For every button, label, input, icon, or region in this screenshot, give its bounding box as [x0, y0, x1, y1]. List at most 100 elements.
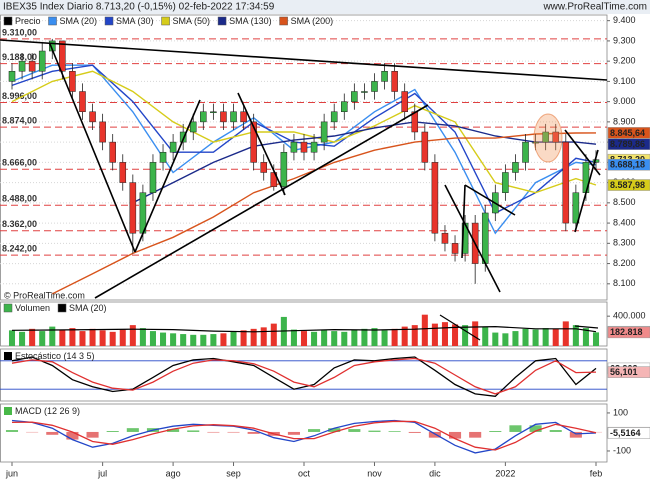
volume-bar — [582, 328, 589, 346]
histogram-bar — [569, 431, 582, 438]
volume-bar — [502, 333, 509, 346]
x-tick-label: dic — [429, 468, 441, 478]
volume-bar — [341, 331, 348, 346]
x-tick-label: 2022 — [495, 468, 515, 478]
candle-body — [371, 81, 378, 92]
volume-bar — [452, 324, 459, 346]
volume-bar — [371, 328, 378, 346]
candle-body — [381, 71, 388, 82]
level-label: 9.310,00 — [2, 27, 37, 37]
volume-bar — [250, 328, 257, 346]
candle-body — [341, 101, 348, 113]
histogram-bar — [469, 431, 482, 438]
histogram-bar — [46, 431, 59, 435]
trendline — [94, 104, 429, 299]
candle-body — [220, 111, 227, 123]
candle-body — [431, 162, 439, 234]
x-tick-label: jun — [5, 468, 18, 478]
y-tick-label: 8.500 — [613, 197, 636, 207]
volume-bar — [401, 326, 408, 346]
volume-bar — [441, 322, 448, 346]
trendline — [461, 184, 466, 259]
value-box-label: 8.789,86 — [610, 139, 645, 149]
panel-swatch — [4, 352, 12, 360]
histogram-bar — [328, 428, 341, 432]
candle-body — [260, 162, 267, 173]
legend-swatch — [3, 16, 13, 26]
volume-bar — [512, 331, 519, 346]
trendline — [464, 184, 516, 216]
value-box — [607, 326, 650, 339]
volume-bar — [139, 328, 146, 346]
candle-body — [351, 91, 358, 102]
trendline — [574, 149, 599, 233]
candle-body — [129, 182, 137, 234]
histogram-bar — [66, 431, 79, 440]
volume-bar — [109, 331, 116, 346]
value-box — [607, 127, 650, 139]
volume-bar — [311, 331, 318, 346]
trendline — [0, 39, 608, 81]
volume-bar — [462, 325, 469, 346]
candle-body — [401, 91, 408, 113]
chart-title: IBEX35 Index Diario 8.713,20 (-0,15%) 02… — [3, 2, 275, 13]
volume-bar — [522, 328, 529, 346]
x-tick-label: nov — [367, 468, 382, 478]
histogram-bar — [86, 431, 99, 438]
panel-title: Estocástico (14 3 5) — [15, 351, 95, 361]
legend-swatch — [217, 16, 227, 26]
volume-bar — [29, 328, 36, 346]
histogram-bar — [187, 430, 200, 432]
value-box-label: -5,5164 — [610, 428, 641, 438]
level-label: 8.996,00 — [2, 91, 37, 101]
y-tick-label: 100 — [613, 407, 628, 417]
legend-label: SMA (30) — [116, 16, 154, 26]
volume-bar — [331, 331, 338, 346]
candle-body — [552, 131, 559, 143]
volume-bar — [290, 329, 297, 346]
volume-bar — [200, 334, 207, 346]
volume-bar — [180, 334, 187, 346]
histogram-bar — [408, 431, 421, 433]
y-tick-label: 8.400 — [613, 217, 636, 227]
volume-bar — [230, 331, 237, 346]
trendline — [439, 314, 481, 341]
volume-bar — [160, 332, 167, 346]
legend-swatch — [57, 303, 67, 313]
trendline — [564, 129, 601, 176]
y-tick-label: 9.400 — [613, 15, 636, 25]
volume-bar — [170, 333, 177, 346]
candle-body — [391, 71, 398, 92]
candle-body — [119, 162, 127, 183]
candle-body — [200, 111, 207, 123]
candle-body — [562, 141, 570, 224]
value-box — [607, 159, 650, 171]
volume-bar — [482, 326, 489, 346]
volume-bar — [472, 321, 479, 346]
y-tick-label: 9.200 — [613, 56, 636, 66]
candle-body — [421, 131, 429, 163]
volume-bar — [411, 325, 418, 346]
volume-bar — [49, 326, 56, 346]
y-tick-label: 400.000 — [613, 311, 646, 321]
x-tick-label: jul — [97, 468, 107, 478]
histogram-bar — [428, 431, 441, 438]
macd-line — [11, 420, 597, 451]
trendline — [49, 43, 136, 253]
level-label: 8.362,00 — [2, 219, 37, 229]
trendline — [574, 325, 599, 329]
histogram-bar — [287, 431, 300, 435]
candle-body — [18, 60, 26, 72]
candle-body — [441, 232, 449, 244]
histogram-bar — [227, 431, 240, 433]
level-label: 9.188,00 — [2, 52, 37, 62]
histogram-bar — [247, 431, 260, 434]
level-label: 8.666,00 — [2, 158, 37, 168]
histogram-bar — [509, 425, 522, 432]
legend-label: SMA (20) — [60, 16, 98, 26]
value-box-label: 8.845,64 — [610, 128, 645, 138]
volume-bar — [8, 330, 16, 346]
candle-body — [572, 192, 580, 224]
candle-body — [38, 50, 46, 72]
